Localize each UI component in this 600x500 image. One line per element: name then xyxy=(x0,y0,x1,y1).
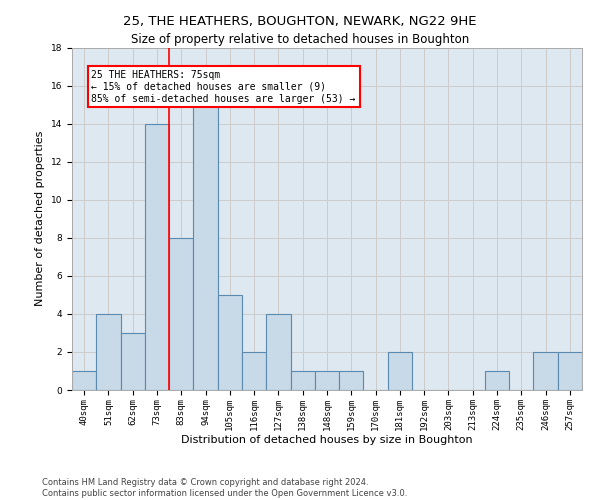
Y-axis label: Number of detached properties: Number of detached properties xyxy=(35,131,45,306)
Text: Size of property relative to detached houses in Boughton: Size of property relative to detached ho… xyxy=(131,32,469,46)
X-axis label: Distribution of detached houses by size in Boughton: Distribution of detached houses by size … xyxy=(181,436,473,446)
Bar xyxy=(145,124,169,390)
Bar xyxy=(266,314,290,390)
Text: Contains HM Land Registry data © Crown copyright and database right 2024.
Contai: Contains HM Land Registry data © Crown c… xyxy=(42,478,407,498)
Bar xyxy=(193,104,218,390)
Bar xyxy=(315,371,339,390)
Bar xyxy=(339,371,364,390)
Bar xyxy=(72,371,96,390)
Bar xyxy=(169,238,193,390)
Bar xyxy=(121,333,145,390)
Text: 25 THE HEATHERS: 75sqm
← 15% of detached houses are smaller (9)
85% of semi-deta: 25 THE HEATHERS: 75sqm ← 15% of detached… xyxy=(91,70,356,104)
Bar xyxy=(96,314,121,390)
Bar xyxy=(218,295,242,390)
Bar xyxy=(485,371,509,390)
Text: 25, THE HEATHERS, BOUGHTON, NEWARK, NG22 9HE: 25, THE HEATHERS, BOUGHTON, NEWARK, NG22… xyxy=(123,15,477,28)
Bar xyxy=(533,352,558,390)
Bar xyxy=(388,352,412,390)
Bar xyxy=(558,352,582,390)
Bar xyxy=(242,352,266,390)
Bar xyxy=(290,371,315,390)
